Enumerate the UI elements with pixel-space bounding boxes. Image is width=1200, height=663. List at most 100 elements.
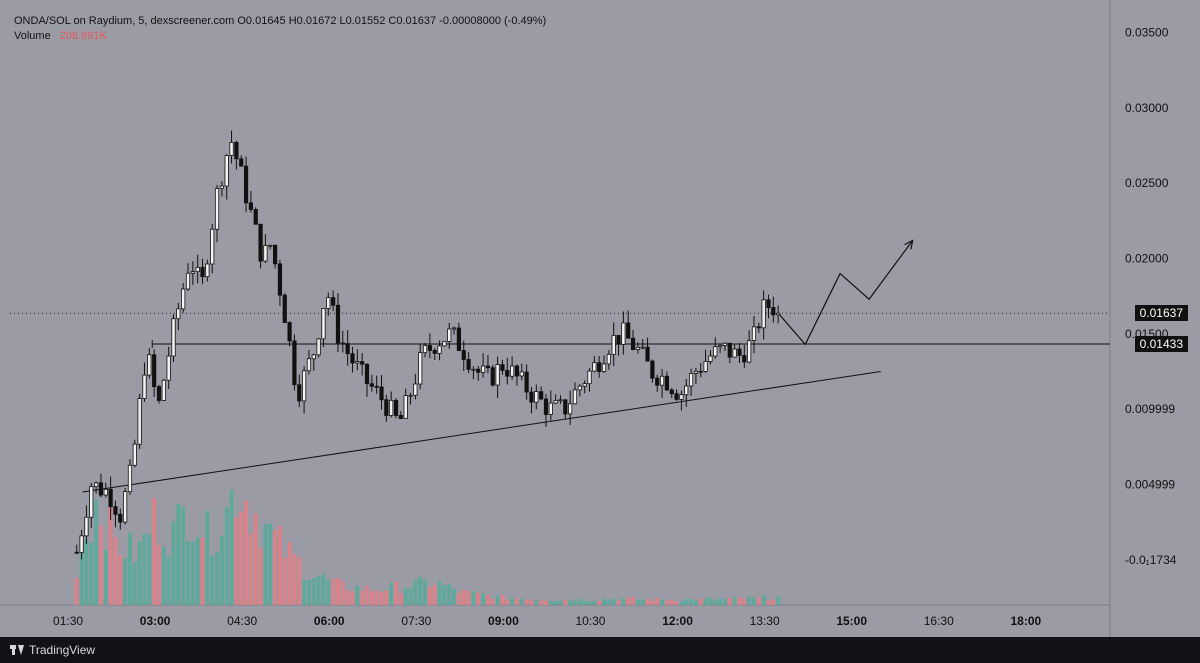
time-tick-label: 03:00 bbox=[140, 614, 171, 628]
time-tick-label: 04:30 bbox=[227, 614, 257, 628]
time-tick-label: 15:00 bbox=[836, 614, 867, 628]
volume-bar bbox=[606, 599, 611, 605]
time-tick-label: 13:30 bbox=[750, 614, 780, 628]
volume-bar bbox=[118, 555, 123, 605]
candle-body bbox=[742, 355, 747, 363]
volume-bar bbox=[660, 599, 665, 605]
volume-bar bbox=[389, 582, 394, 605]
volume-bar bbox=[544, 600, 548, 605]
volume-bar bbox=[761, 595, 766, 605]
candle-body bbox=[534, 391, 539, 403]
candle-body bbox=[94, 482, 99, 488]
candle-body bbox=[456, 327, 461, 351]
volume-bar bbox=[418, 576, 423, 605]
candle-body bbox=[84, 516, 89, 537]
candle-body bbox=[664, 375, 669, 391]
volume-bar bbox=[713, 599, 718, 605]
price-tick-label: 0.02000 bbox=[1125, 252, 1169, 266]
candle-body bbox=[171, 318, 176, 357]
candle-body bbox=[389, 399, 394, 416]
volume-bar bbox=[664, 600, 669, 605]
time-tick-label: 18:00 bbox=[1010, 614, 1041, 628]
volume-bar bbox=[723, 598, 727, 605]
candle-body bbox=[722, 342, 728, 346]
candle-body bbox=[113, 506, 118, 515]
volume-bar bbox=[515, 598, 519, 605]
candle-body bbox=[345, 342, 350, 355]
candle-body bbox=[422, 345, 428, 354]
candle-body bbox=[219, 185, 224, 189]
volume-bar bbox=[258, 548, 263, 605]
volume-bar bbox=[326, 579, 331, 605]
volume-bar bbox=[548, 600, 553, 605]
candle-body bbox=[713, 346, 718, 357]
time-tick-label: 16:30 bbox=[924, 614, 954, 628]
volume-bar bbox=[747, 596, 752, 605]
candle-body bbox=[176, 308, 181, 320]
candle-body bbox=[679, 394, 684, 400]
volume-bar bbox=[592, 600, 597, 605]
candle-body bbox=[205, 263, 210, 278]
price-tick-label: 0.02500 bbox=[1125, 176, 1169, 190]
candle-body bbox=[214, 188, 220, 230]
candle-body bbox=[674, 393, 679, 400]
time-tick-label: 06:00 bbox=[314, 614, 345, 628]
candle-body bbox=[693, 370, 699, 374]
candle-body bbox=[190, 271, 195, 274]
volume-bar bbox=[394, 581, 398, 605]
volume-bar bbox=[166, 556, 171, 605]
volume-bar bbox=[587, 601, 592, 605]
candle-body bbox=[108, 488, 113, 508]
candle-body bbox=[156, 386, 162, 401]
time-tick-label: 07:30 bbox=[401, 614, 431, 628]
tradingview-logo[interactable]: TradingView bbox=[10, 643, 95, 657]
candle-body bbox=[311, 354, 316, 360]
price-tick-label: 0.009999 bbox=[1125, 402, 1175, 416]
candle-body bbox=[147, 354, 152, 376]
volume-bar bbox=[471, 591, 476, 605]
candle-body bbox=[316, 338, 321, 356]
candle-body bbox=[253, 209, 258, 225]
volume-bar bbox=[505, 599, 510, 605]
projection-path bbox=[778, 240, 914, 346]
candle-body bbox=[234, 142, 239, 160]
volume-bar bbox=[703, 598, 708, 605]
candle-body bbox=[123, 491, 128, 523]
candle-body bbox=[529, 391, 534, 403]
current-price-tag: 0.01637 bbox=[1134, 305, 1188, 322]
candle-body bbox=[655, 377, 660, 386]
volume-bar bbox=[244, 500, 248, 605]
volume-bar bbox=[215, 551, 219, 605]
volume-bar bbox=[413, 579, 418, 605]
candle-body bbox=[659, 375, 665, 386]
volume-bar bbox=[718, 598, 723, 605]
candle-body bbox=[393, 399, 399, 416]
volume-bar bbox=[476, 592, 481, 605]
volume-bar bbox=[650, 600, 655, 605]
volume-bar bbox=[727, 597, 732, 605]
candle-body bbox=[645, 346, 650, 362]
volume-bar bbox=[563, 599, 568, 605]
volume-bar bbox=[292, 553, 297, 605]
candle-body bbox=[519, 371, 524, 377]
volume-bar bbox=[553, 600, 558, 605]
candle-body bbox=[437, 345, 442, 354]
candle-body bbox=[524, 371, 529, 393]
candle-body bbox=[306, 358, 312, 372]
volume-bar bbox=[132, 562, 137, 605]
candle-body bbox=[297, 384, 302, 402]
volume-bar bbox=[355, 585, 360, 605]
volume-bar bbox=[190, 541, 195, 605]
volume-bar bbox=[176, 504, 181, 605]
candle-body bbox=[611, 334, 616, 355]
candle-body bbox=[74, 551, 79, 554]
volume-bar bbox=[466, 590, 471, 605]
volume-bar bbox=[568, 600, 573, 605]
volume-bar bbox=[302, 580, 307, 605]
volume-bar bbox=[534, 599, 539, 605]
volume-bar bbox=[432, 585, 437, 605]
volume-bar bbox=[693, 600, 698, 605]
candle-body bbox=[727, 342, 732, 358]
volume-bar bbox=[365, 585, 369, 605]
